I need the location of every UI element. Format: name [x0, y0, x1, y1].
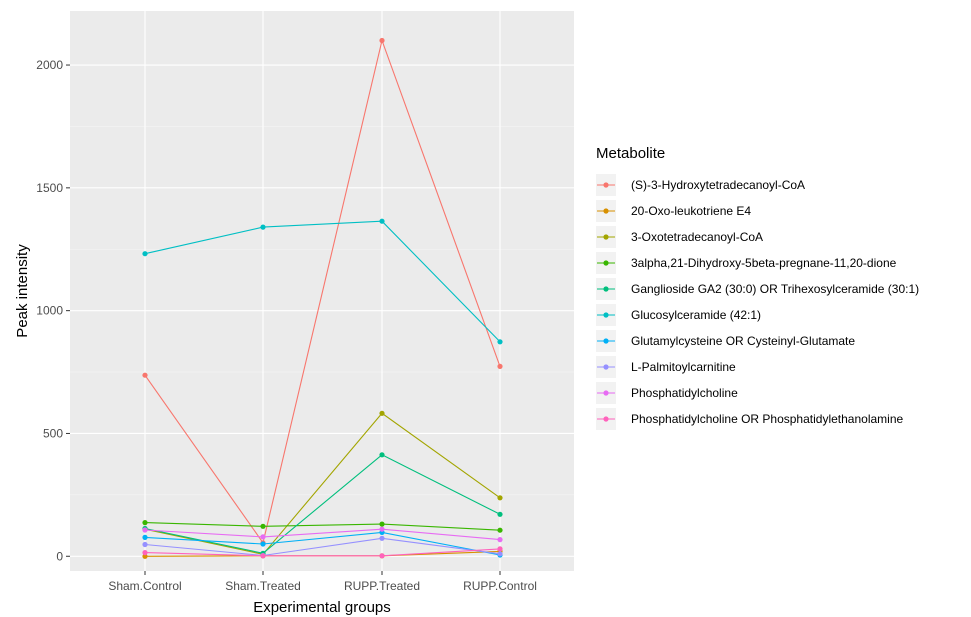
y-axis-title: Peak intensity: [14, 244, 31, 338]
data-point: [260, 224, 266, 230]
data-point: [497, 339, 503, 345]
legend-key-point: [603, 234, 609, 240]
series-line: [144, 412, 501, 555]
x-axis-title: Experimental groups: [253, 599, 391, 616]
y-tick-label: 500: [43, 426, 63, 440]
series-line: [144, 528, 501, 541]
x-tick-label: RUPP.Control: [463, 579, 537, 593]
data-point: [142, 251, 148, 257]
data-point: [497, 527, 503, 533]
series-points: [142, 37, 503, 559]
series-line: [144, 38, 501, 545]
legend-item-label: 3alpha,21-Dihydroxy-5beta-pregnane-11,20…: [631, 256, 897, 270]
data-point: [142, 550, 148, 556]
data-point: [379, 218, 385, 224]
legend-key-point: [603, 208, 609, 214]
data-point: [379, 37, 385, 44]
data-point: [260, 523, 266, 529]
series-line: [144, 220, 501, 343]
legend-title: Metabolite: [596, 145, 665, 162]
data-point: [142, 520, 148, 526]
data-point: [497, 511, 503, 517]
legend-key-point: [603, 364, 609, 370]
data-point: [260, 534, 266, 540]
x-tick-label: Sham.Treated: [225, 579, 301, 593]
series-line: [144, 531, 501, 556]
y-tick-label: 1500: [36, 181, 63, 195]
data-point: [142, 553, 148, 559]
data-point: [497, 546, 503, 552]
legend-item-label: Phosphatidylcholine OR Phosphatidylethan…: [631, 412, 904, 426]
data-point: [260, 541, 266, 547]
series-lines: [144, 38, 501, 557]
data-point: [379, 526, 385, 532]
series-line: [144, 548, 501, 557]
data-point: [379, 553, 385, 559]
data-point: [497, 551, 503, 557]
x-axis-ticks: Sham.Control Sham.Treated RUPP.Treated RUPP…: [108, 571, 537, 593]
legend-key-point: [603, 286, 609, 292]
data-point: [260, 553, 266, 559]
legend-item-label: Glucosylceramide (42:1): [631, 308, 761, 322]
legend-key-point: [603, 390, 609, 396]
legend-key-point: [603, 312, 609, 318]
data-point: [379, 535, 385, 541]
legend-item-label: Phosphatidylcholine: [631, 386, 738, 400]
y-tick-label: 0: [56, 549, 63, 563]
data-point: [379, 410, 385, 416]
data-point: [497, 363, 503, 369]
legend-item-label: 20-Oxo-leukotriene E4: [631, 204, 751, 218]
y-tick-label: 1000: [36, 304, 63, 318]
data-point: [142, 527, 148, 533]
data-point: [142, 541, 148, 548]
x-tick-label: Sham.Control: [108, 579, 181, 593]
data-point: [142, 372, 148, 378]
data-point: [497, 495, 503, 501]
legend-item-label: (S)-3-Hydroxytetradecanoyl-CoA: [631, 178, 805, 192]
data-point: [379, 452, 385, 458]
panel-background: [70, 11, 574, 571]
data-point: [497, 537, 503, 543]
legend-item-label: Ganglioside GA2 (30:0) OR Trihexosylcera…: [631, 282, 919, 296]
legend-item-label: L-Palmitoylcarnitine: [631, 360, 736, 374]
series-line: [144, 522, 501, 531]
legend-item-label: 3-Oxotetradecanoyl-CoA: [631, 230, 763, 244]
legend-key-point: [603, 260, 609, 266]
legend-key-point: [603, 182, 609, 188]
series-line: [144, 537, 501, 557]
x-tick-label: RUPP.Treated: [344, 579, 420, 593]
legend-key-point: [603, 416, 609, 422]
y-axis-ticks: 0 500 1000 1500 2000: [36, 58, 70, 563]
legend-key-point: [603, 338, 609, 344]
data-point: [379, 521, 385, 527]
legend: Metabolite (S)-3-Hydroxytetradecanoyl-Co…: [596, 145, 919, 430]
y-tick-label: 2000: [36, 58, 63, 72]
legend-item-label: Glutamylcysteine OR Cysteinyl-Glutamate: [631, 334, 855, 348]
data-point: [142, 534, 148, 541]
